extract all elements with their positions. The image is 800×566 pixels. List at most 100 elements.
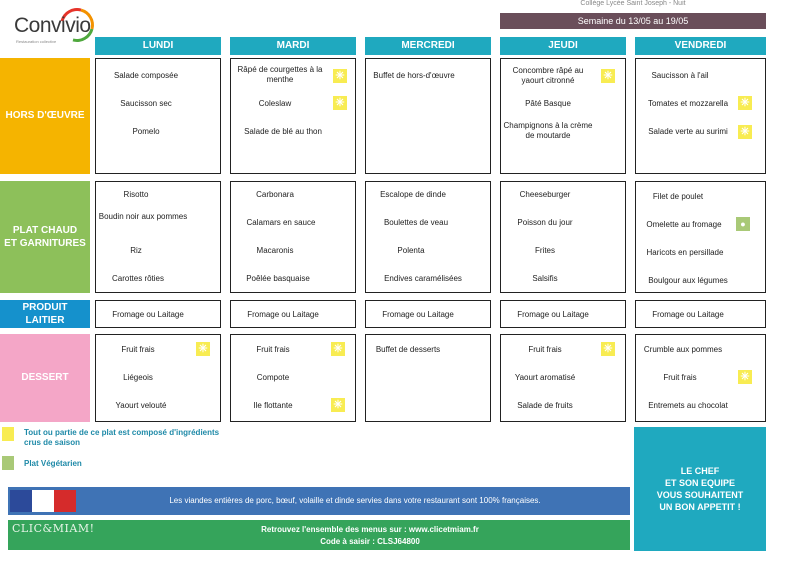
season-icon: ✳ — [333, 96, 347, 110]
menu-item: Entremets au chocolat — [648, 401, 728, 410]
menu-item: Calamars en sauce — [246, 218, 316, 227]
menu-item: Polenta — [397, 246, 425, 255]
category-plat-chaud: PLAT CHAUD ET GARNITURES — [0, 181, 90, 293]
menu-item: Pomelo — [132, 127, 160, 136]
cell-hors-vendredi: Saucisson à l'ail Tomates et mozzarella … — [635, 58, 766, 174]
menu-item: Poêlée basquaise — [246, 274, 310, 283]
website-link[interactable]: Retrouvez l'ensemble des menus sur : www… — [261, 525, 479, 534]
chef-line: VOUS SOUHAITENT — [656, 490, 744, 500]
menu-item: Fromage ou Laitage — [652, 310, 724, 319]
season-icon: ✳ — [601, 69, 615, 83]
meat-origin-banner — [8, 487, 630, 515]
season-icon: ✳ — [333, 69, 347, 83]
cell-lait-lundi: Fromage ou Laitage — [95, 300, 221, 328]
cell-plat-vendredi: Filet de poulet Omelette au fromage ● Ha… — [635, 181, 766, 293]
cell-dessert-lundi: Fruit frais ✳ Liégeois Yaourt velouté — [95, 334, 221, 422]
menu-item: Salade de blé au thon — [244, 127, 322, 136]
cell-dessert-mercredi: Buffet de desserts — [365, 334, 491, 422]
day-header-mercredi: MERCREDI — [365, 37, 491, 55]
cell-hors-jeudi: Concombre râpé au yaourt citronné ✳ Pâté… — [500, 58, 626, 174]
cell-hors-lundi: Salade composée Saucisson sec Pomelo — [95, 58, 221, 174]
menu-item: Fromage ou Laitage — [112, 310, 184, 319]
menu-item: Ile flottante — [253, 401, 293, 410]
cell-dessert-jeudi: Fruit frais ✳ Yaourt aromatisé Salade de… — [500, 334, 626, 422]
chef-line: UN BON APPETIT ! — [659, 502, 741, 512]
cell-lait-jeudi: Fromage ou Laitage — [500, 300, 626, 328]
menu-item: Fruit frais — [528, 345, 562, 354]
category-plat-chaud-label: PLAT CHAUD ET GARNITURES — [4, 224, 86, 250]
menu-item: Fruit frais — [121, 345, 155, 354]
menu-item: Cheeseburger — [519, 190, 571, 199]
menu-item: Risotto — [123, 190, 149, 199]
legend-season-text: Tout ou partie de ce plat est composé d'… — [24, 428, 220, 447]
menu-item: Carottes rôties — [111, 274, 165, 283]
menu-item: Boulgour aux légumes — [648, 276, 728, 285]
menu-item: Coleslaw — [258, 99, 292, 108]
menu-item: Boudin noir aux pommes — [98, 212, 188, 221]
menu-item: Macaronis — [256, 246, 294, 255]
week-banner: Semaine du 13/05 au 19/05 — [500, 13, 766, 29]
school-title: Collège Lycée Saint Joseph - Nuit — [580, 0, 686, 7]
day-header-mardi: MARDI — [230, 37, 356, 55]
legend-season-icon — [2, 427, 14, 441]
cell-plat-jeudi: Cheeseburger Poisson du jour Frites Sals… — [500, 181, 626, 293]
cell-lait-mardi: Fromage ou Laitage — [230, 300, 356, 328]
menu-item: Concombre râpé au yaourt citronné — [512, 66, 584, 85]
menu-item: Fromage ou Laitage — [517, 310, 589, 319]
menu-item: Salsifis — [532, 274, 558, 283]
category-dessert: DESSERT — [0, 334, 90, 422]
category-hors-doeuvre: HORS D'ŒUVRE — [0, 58, 90, 174]
season-icon: ✳ — [738, 370, 752, 384]
day-header-vendredi: VENDREDI — [635, 37, 766, 55]
cell-plat-mardi: Carbonara Calamars en sauce Macaronis Po… — [230, 181, 356, 293]
menu-item: Champignons à la crème de moutarde — [503, 121, 593, 140]
menu-item: Riz — [130, 246, 142, 255]
menu-item: Pâté Basque — [525, 99, 571, 108]
meat-origin-text: Les viandes entières de porc, bœuf, vola… — [169, 496, 541, 505]
website-banner — [8, 520, 630, 550]
clic-miam-logo: CLIC&MIAM! — [12, 522, 95, 535]
menu-item: Crumble aux pommes — [643, 345, 723, 354]
menu-item: Liégeois — [123, 373, 153, 382]
vegetarian-icon: ● — [736, 217, 750, 231]
menu-item: Salade composée — [113, 71, 179, 80]
menu-item: Omelette au fromage — [646, 220, 722, 229]
french-origin-flag-icon — [10, 490, 76, 512]
category-produit-laitier: PRODUIT LAITIER — [0, 300, 90, 328]
cell-dessert-vendredi: Crumble aux pommes Fruit frais ✳ Entreme… — [635, 334, 766, 422]
menu-item: Buffet de desserts — [375, 345, 441, 354]
menu-item: Salade de fruits — [517, 401, 573, 410]
menu-item: Poisson du jour — [517, 218, 573, 227]
menu-item: Râpé de courgettes à la menthe — [237, 65, 323, 84]
cell-plat-lundi: Risotto Boudin noir aux pommes Riz Carot… — [95, 181, 221, 293]
season-icon: ✳ — [196, 342, 210, 356]
menu-item: Boulettes de veau — [383, 218, 449, 227]
access-code: Code à saisir : CLSJ64800 — [320, 537, 420, 546]
menu-item: Escalope de dinde — [380, 190, 446, 199]
chef-line: LE CHEF — [680, 466, 720, 476]
season-icon: ✳ — [738, 96, 752, 110]
convivio-logo: Convivio Restauration collective — [6, 1, 101, 49]
menu-item: Salade verte au surimi — [648, 127, 728, 136]
menu-item: Saucisson à l'ail — [651, 71, 709, 80]
legend-vegetarian-text: Plat Végétarien — [24, 459, 82, 468]
menu-item: Endives caramélisées — [384, 274, 462, 283]
menu-item: Haricots en persillade — [646, 248, 724, 257]
legend-vegetarian-icon — [2, 456, 14, 470]
menu-item: Fruit frais — [663, 373, 697, 382]
menu-item: Fromage ou Laitage — [382, 310, 454, 319]
logo-text: Convivio — [14, 14, 91, 37]
chef-line: ET SON EQUIPE — [664, 478, 735, 488]
menu-item: Carbonara — [256, 190, 294, 199]
menu-item: Compote — [256, 373, 290, 382]
menu-item: Fromage ou Laitage — [247, 310, 319, 319]
day-header-jeudi: JEUDI — [500, 37, 626, 55]
menu-item: Yaourt aromatisé — [514, 373, 576, 382]
menu-item: Tomates et mozzarella — [647, 99, 729, 108]
cell-lait-vendredi: Fromage ou Laitage — [635, 300, 766, 328]
cell-dessert-mardi: Fruit frais ✳ Compote Ile flottante ✳ — [230, 334, 356, 422]
cell-hors-mardi: Râpé de courgettes à la menthe ✳ Colesla… — [230, 58, 356, 174]
season-icon: ✳ — [331, 342, 345, 356]
cell-lait-mercredi: Fromage ou Laitage — [365, 300, 491, 328]
day-header-lundi: LUNDI — [95, 37, 221, 55]
